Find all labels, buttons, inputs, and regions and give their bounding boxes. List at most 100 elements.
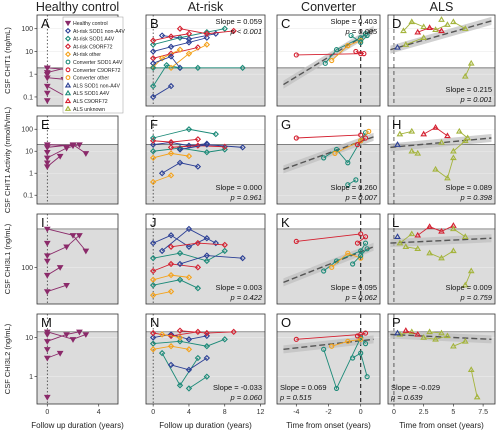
series-line-1 <box>153 338 225 347</box>
data-point-1-0 <box>322 60 328 66</box>
data-point-1-0 <box>420 130 428 137</box>
data-point-3-0 <box>149 154 157 162</box>
fit-line <box>283 338 374 351</box>
series-line-0 <box>296 334 361 340</box>
data-point-2-0 <box>420 334 428 340</box>
data-point-3-0 <box>43 289 51 296</box>
panel-frame <box>36 213 119 305</box>
data-point-6-1 <box>461 25 469 31</box>
data-point-5-1 <box>176 276 184 283</box>
data-point-0-1 <box>408 18 416 25</box>
data-point-3-1 <box>353 177 359 183</box>
series-line-0 <box>153 37 207 52</box>
panel-E: 0.1 1 10 100 E <box>21 115 119 205</box>
data-point-3-0 <box>43 83 51 90</box>
data-point-1-2 <box>358 248 364 254</box>
data-point-4-0 <box>43 240 51 247</box>
data-point-3-1 <box>69 143 77 150</box>
data-point-7-1 <box>176 334 184 341</box>
data-point-0-0 <box>293 135 299 141</box>
data-point-2-0 <box>43 355 51 362</box>
x-tick-label: 5 <box>451 409 455 416</box>
data-point-1-3 <box>221 336 228 343</box>
data-point-4-0 <box>158 247 166 255</box>
data-point-1-0 <box>149 254 157 262</box>
data-point-1-1 <box>176 338 184 345</box>
y-tick-label: 100 <box>21 26 33 33</box>
p-value-text: p = 0.062 <box>345 293 378 302</box>
legend-marker-2 <box>65 35 71 42</box>
data-point-4-0 <box>158 349 166 357</box>
series-line-3 <box>153 274 190 281</box>
data-point-5-1 <box>414 245 422 252</box>
series-line-0 <box>296 53 361 56</box>
data-point-4-0 <box>353 48 359 55</box>
x-tick-label: 0 <box>359 409 363 416</box>
column-header-3: ALS <box>430 0 454 14</box>
data-point-7-1 <box>167 288 175 295</box>
series-line-2 <box>47 77 65 80</box>
series-line-0 <box>152 234 208 248</box>
data-point-1-0 <box>321 268 327 274</box>
series-line-2 <box>331 40 361 61</box>
below-threshold-shading <box>388 331 495 404</box>
series-line-8 <box>179 144 243 150</box>
data-point-0-1 <box>408 328 416 335</box>
data-point-4-0 <box>354 142 361 148</box>
panel-frame <box>145 213 266 305</box>
data-point-4-1 <box>185 35 193 43</box>
data-point-4-0 <box>450 342 457 349</box>
data-point-1-1 <box>426 24 433 30</box>
panel-letter: B <box>150 16 159 31</box>
data-point-8-0 <box>176 146 184 153</box>
data-point-3-1 <box>158 55 166 62</box>
data-point-1-0 <box>149 340 157 347</box>
data-point-2-0 <box>432 165 439 172</box>
data-point-1-1 <box>63 145 70 152</box>
data-point-0-0 <box>396 239 404 246</box>
data-point-5-0 <box>467 366 475 373</box>
slope-text: Slope = 0.069 <box>280 383 327 392</box>
series-line-5 <box>161 162 198 174</box>
data-point-5-0 <box>149 82 157 90</box>
panel-letter: J <box>150 215 157 230</box>
series-line-4 <box>153 128 216 139</box>
below-threshold-shading <box>146 67 265 106</box>
series-line-8 <box>188 376 208 389</box>
data-point-9-0 <box>149 64 157 72</box>
below-threshold-shading <box>277 67 380 106</box>
data-point-2-0 <box>149 329 157 337</box>
data-point-5-1 <box>185 366 193 373</box>
series-line-5 <box>152 64 181 87</box>
y-tick-label: 0.1 <box>23 193 33 200</box>
data-point-5-0 <box>167 361 175 369</box>
panel-letter: K <box>281 215 290 230</box>
data-point-5-0 <box>158 170 166 177</box>
data-point-0-2 <box>420 23 428 30</box>
data-point-1-2 <box>438 27 445 34</box>
series-line-3 <box>47 284 67 292</box>
data-point-2-0 <box>149 137 157 144</box>
slope-text: Slope = 0.089 <box>446 183 493 192</box>
x-axis-label-0: Follow up duration (years) <box>31 421 124 430</box>
data-point-2-2 <box>194 44 202 51</box>
data-point-9-2 <box>239 64 246 72</box>
panel-frame <box>387 213 496 305</box>
data-point-3-0 <box>43 142 51 149</box>
data-point-1-1 <box>176 34 184 41</box>
data-point-6-2 <box>221 241 228 249</box>
data-point-1-0 <box>43 155 51 162</box>
data-point-0-2 <box>82 332 90 338</box>
data-point-5-0 <box>450 147 457 154</box>
data-point-1-2 <box>444 132 451 139</box>
panel-frame <box>276 213 381 305</box>
data-point-0-0 <box>293 238 299 244</box>
data-point-8-1 <box>203 373 211 380</box>
data-point-6-1 <box>194 142 202 149</box>
data-point-0-1 <box>358 231 364 237</box>
legend-box <box>62 16 124 114</box>
slope-text: Slope = 0.403 <box>331 17 378 26</box>
data-point-5-2 <box>194 163 202 170</box>
